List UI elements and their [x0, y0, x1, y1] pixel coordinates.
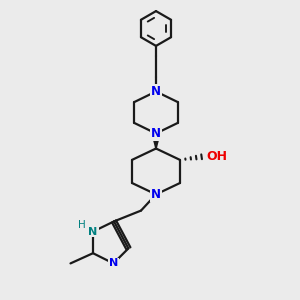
Text: OH: OH — [206, 149, 227, 163]
Text: N: N — [151, 85, 161, 98]
Text: N: N — [88, 226, 98, 237]
Text: N: N — [151, 127, 161, 140]
Text: H: H — [78, 220, 86, 230]
Text: N: N — [151, 188, 161, 201]
Text: N: N — [109, 258, 118, 268]
Polygon shape — [152, 135, 160, 148]
